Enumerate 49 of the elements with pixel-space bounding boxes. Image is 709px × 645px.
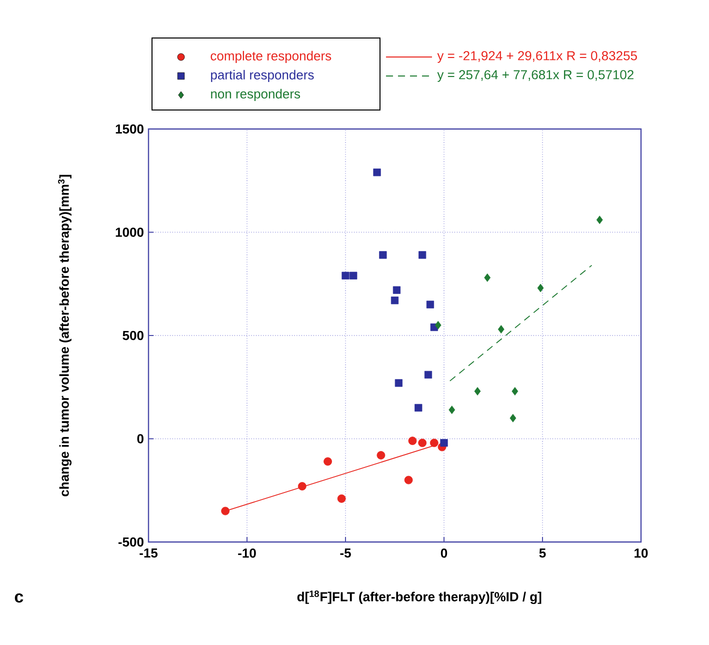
point — [537, 284, 544, 292]
y-tick-label: -500 — [118, 537, 144, 547]
point — [379, 251, 387, 259]
point — [418, 251, 426, 259]
legend-label: complete responders — [210, 50, 332, 64]
point — [408, 436, 417, 446]
point — [510, 414, 516, 422]
point — [448, 406, 456, 414]
point — [484, 273, 491, 282]
point — [298, 482, 306, 490]
point — [512, 387, 518, 396]
point — [337, 494, 346, 503]
point — [430, 438, 438, 448]
point — [414, 404, 422, 412]
point — [474, 387, 481, 396]
y-tick-label: 1500 — [116, 124, 144, 134]
y-tick-label: 500 — [122, 330, 144, 340]
point — [342, 272, 350, 280]
legend-label: partial responders — [211, 70, 314, 82]
legend-label: y = -21,924 + 29,611x R = 0,83255 — [437, 51, 637, 63]
point — [390, 296, 399, 304]
point — [373, 168, 381, 176]
y-axis-title: change in tumor volume (after-before therapy)[mm$^{3}$] — [58, 174, 72, 496]
x-tick-label: -5 — [340, 548, 351, 558]
y-tick-label: 1000 — [116, 228, 144, 237]
point — [440, 439, 448, 447]
point — [221, 506, 230, 516]
point — [324, 457, 332, 466]
legend-label: y = 257,64 + 77,681x R = 0,57102 — [437, 70, 634, 82]
point — [434, 320, 442, 330]
point — [392, 286, 401, 294]
x-tick-label: 0 — [440, 548, 448, 558]
point — [424, 370, 432, 379]
x-axis-title: d[$^{18}$F]FLT (after-before therapy)[%ID / g] — [297, 590, 542, 604]
point — [404, 476, 413, 484]
point — [418, 438, 427, 448]
x-tick-label: 5 — [539, 548, 546, 558]
point — [596, 216, 603, 224]
point — [350, 272, 358, 280]
text: c — [14, 593, 24, 603]
x-tick-label: -10 — [238, 548, 256, 558]
point — [376, 451, 386, 460]
point — [394, 379, 402, 387]
point — [426, 300, 434, 308]
y-tick-label: 0 — [137, 434, 144, 444]
x-tick-label: 10 — [634, 548, 648, 558]
legend-label: non responders — [211, 88, 300, 102]
point — [498, 325, 504, 334]
x-tick-label: -15 — [140, 548, 158, 558]
